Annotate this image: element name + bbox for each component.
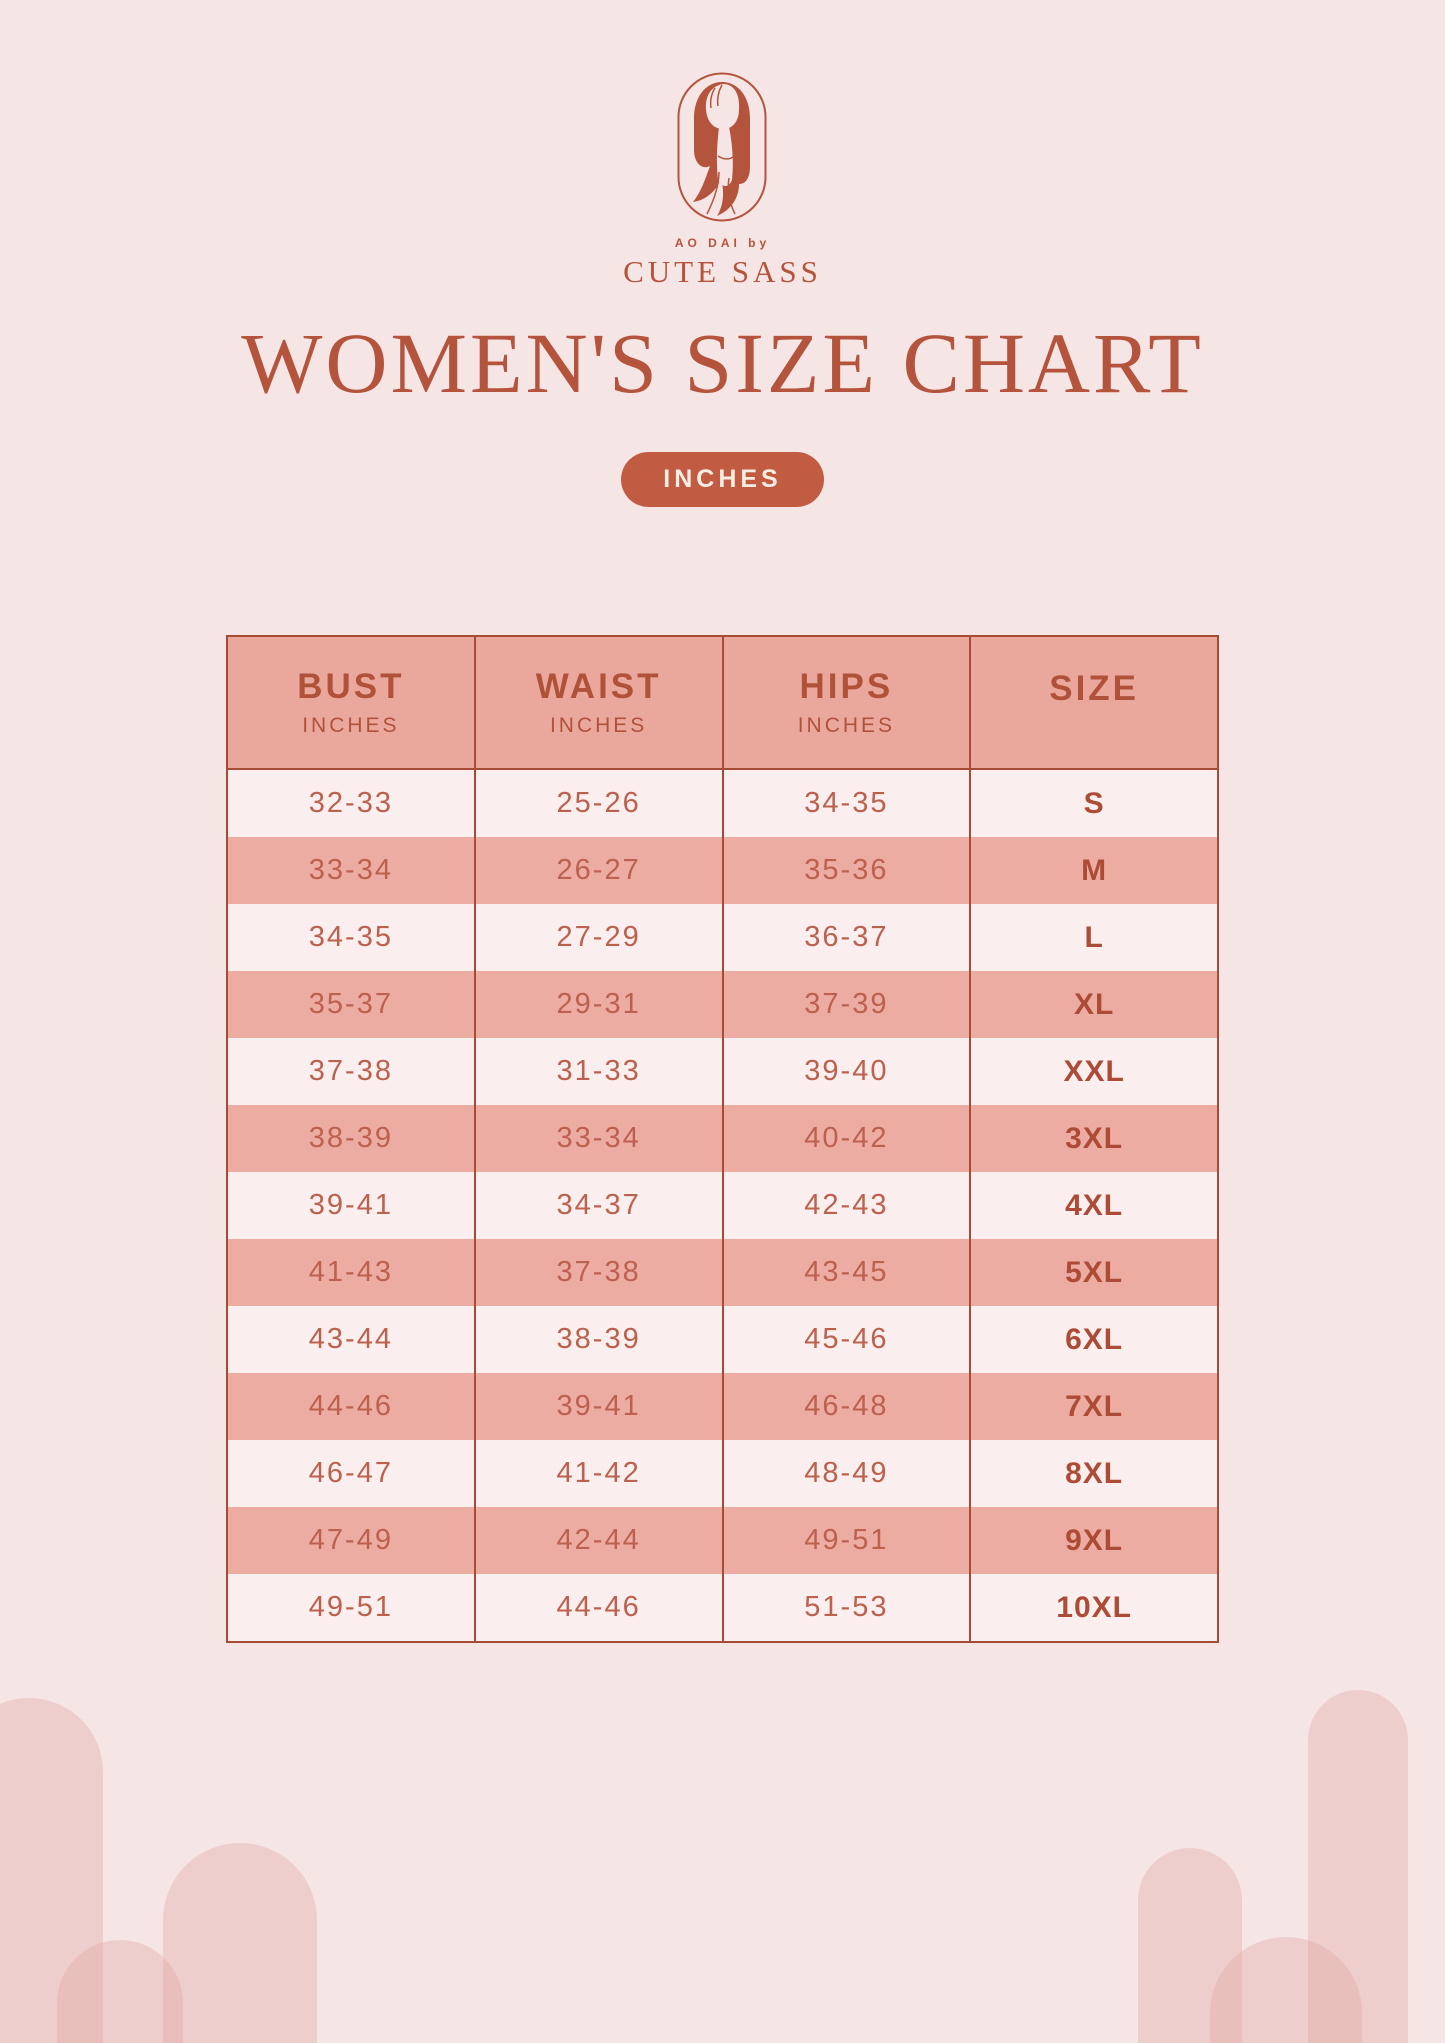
measurement-cell: 43-44 (227, 1306, 475, 1373)
measurement-cell: 39-40 (721, 1038, 971, 1105)
brand-header: AO DAI by CUTE SASS (623, 72, 822, 290)
table-row: 39-41 34-37 42-43 4XL (227, 1172, 1218, 1239)
measurement-cell: 37-38 (227, 1038, 475, 1105)
column-sublabel: INCHES (302, 714, 400, 737)
measurement-cell: 26-27 (473, 837, 723, 904)
size-cell: L (969, 904, 1218, 971)
measurement-cell: 33-34 (227, 837, 475, 904)
brand-name: CUTE SASS (623, 254, 822, 289)
column-header-size: SIZE (969, 636, 1218, 770)
table-row: 38-39 33-34 40-42 3XL (227, 1105, 1218, 1172)
measurement-cell: 43-45 (721, 1239, 971, 1306)
arch-decoration-left-middle (163, 1843, 317, 2043)
measurement-cell: 34-37 (473, 1172, 723, 1239)
table-row: 34-35 27-29 36-37 L (227, 904, 1218, 971)
column-header-bust: BUST INCHES (227, 636, 475, 770)
measurement-cell: 49-51 (227, 1574, 475, 1642)
arch-decoration-left-tall (0, 1698, 103, 2043)
measurement-cell: 45-46 (721, 1306, 971, 1373)
table-row: 37-38 31-33 39-40 XXL (227, 1038, 1218, 1105)
woman-in-ao-dai-capsule-icon (677, 72, 767, 222)
column-label: BUST (297, 667, 405, 706)
measurement-cell: 44-46 (227, 1373, 475, 1440)
measurement-cell: 37-39 (721, 971, 971, 1038)
measurement-cell: 49-51 (721, 1507, 971, 1574)
size-cell: 8XL (969, 1440, 1218, 1507)
table-row: 43-44 38-39 45-46 6XL (227, 1306, 1218, 1373)
measurement-cell: 39-41 (227, 1172, 475, 1239)
measurement-cell: 38-39 (227, 1105, 475, 1172)
measurement-cell: 46-47 (227, 1440, 475, 1507)
measurement-cell: 48-49 (721, 1440, 971, 1507)
table-header-row: BUST INCHES WAIST INCHES HIPS INCHES SIZ… (227, 636, 1218, 770)
size-cell: 9XL (969, 1507, 1218, 1574)
measurement-cell: 35-37 (227, 971, 475, 1038)
size-cell: 3XL (969, 1105, 1218, 1172)
table-row: 35-37 29-31 37-39 XL (227, 971, 1218, 1038)
column-sublabel: INCHES (549, 714, 648, 737)
size-chart-table: BUST INCHES WAIST INCHES HIPS INCHES SIZ… (226, 635, 1219, 1643)
column-label: SIZE (1049, 668, 1140, 708)
measurement-cell: 44-46 (473, 1574, 723, 1642)
column-sublabel: INCHES (797, 714, 896, 737)
column-header-waist: WAIST INCHES (473, 636, 723, 770)
column-sublabel (971, 716, 1217, 737)
column-label: WAIST (535, 667, 662, 706)
measurement-cell: 41-43 (227, 1239, 475, 1306)
size-cell: 6XL (969, 1306, 1218, 1373)
unit-badge: INCHES (621, 452, 824, 507)
table-row: 44-46 39-41 46-48 7XL (227, 1373, 1218, 1440)
measurement-cell: 27-29 (473, 904, 723, 971)
measurement-cell: 35-36 (721, 837, 971, 904)
table-row: 47-49 42-44 49-51 9XL (227, 1507, 1218, 1574)
measurement-cell: 25-26 (473, 769, 723, 837)
table-row: 32-33 25-26 34-35 S (227, 769, 1218, 837)
measurement-cell: 32-33 (227, 769, 475, 837)
measurement-cell: 38-39 (473, 1306, 723, 1373)
size-cell: 10XL (969, 1574, 1218, 1642)
measurement-cell: 40-42 (721, 1105, 971, 1172)
column-label: HIPS (799, 667, 894, 706)
table-row: 49-51 44-46 51-53 10XL (227, 1574, 1218, 1642)
arch-decoration-right-middle (1138, 1848, 1242, 2043)
size-cell: 4XL (969, 1172, 1218, 1239)
measurement-cell: 39-41 (473, 1373, 723, 1440)
arch-decoration-left-small (57, 1940, 183, 2043)
table-row: 41-43 37-38 43-45 5XL (227, 1239, 1218, 1306)
size-cell: XL (969, 971, 1218, 1038)
page-title: WOMEN'S SIZE CHART (241, 315, 1204, 411)
measurement-cell: 47-49 (227, 1507, 475, 1574)
size-cell: 5XL (969, 1239, 1218, 1306)
table-row: 46-47 41-42 48-49 8XL (227, 1440, 1218, 1507)
measurement-cell: 41-42 (473, 1440, 723, 1507)
measurement-cell: 34-35 (721, 769, 971, 837)
poster-content: AO DAI by CUTE SASS WOMEN'S SIZE CHART I… (226, 72, 1219, 1643)
size-cell: S (969, 769, 1218, 837)
size-cell: XXL (969, 1038, 1218, 1105)
brand-tagline: AO DAI by (674, 236, 771, 250)
measurement-cell: 34-35 (227, 904, 475, 971)
measurement-cell: 29-31 (473, 971, 723, 1038)
measurement-cell: 37-38 (473, 1239, 723, 1306)
column-header-hips: HIPS INCHES (721, 636, 971, 770)
measurement-cell: 33-34 (473, 1105, 723, 1172)
measurement-cell: 42-44 (473, 1507, 723, 1574)
arch-decoration-right-tall (1308, 1690, 1408, 2043)
measurement-cell: 31-33 (473, 1038, 723, 1105)
measurement-cell: 36-37 (721, 904, 971, 971)
size-cell: M (969, 837, 1218, 904)
measurement-cell: 42-43 (721, 1172, 971, 1239)
table-row: 33-34 26-27 35-36 M (227, 837, 1218, 904)
size-cell: 7XL (969, 1373, 1218, 1440)
measurement-cell: 46-48 (721, 1373, 971, 1440)
measurement-cell: 51-53 (721, 1574, 971, 1642)
